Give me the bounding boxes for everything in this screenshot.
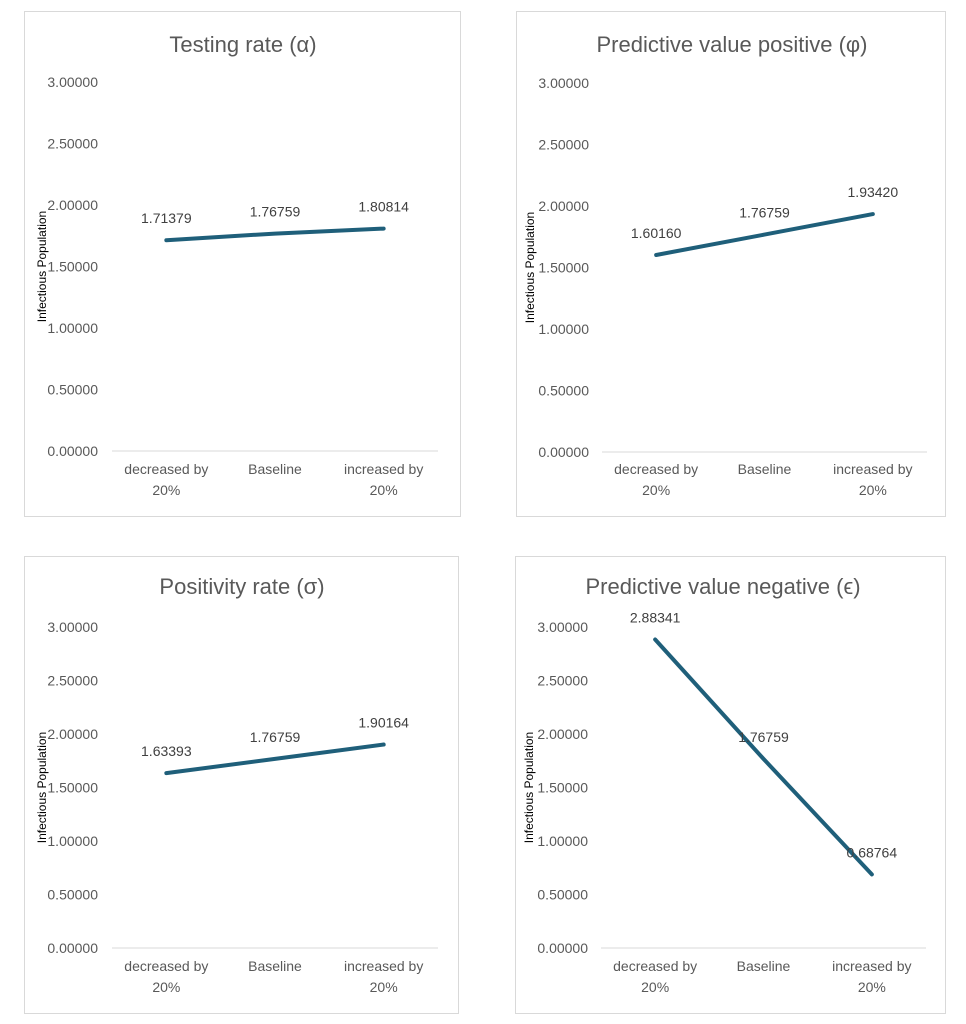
- series-line: [654, 212, 875, 258]
- data-label: 1.76759: [250, 204, 301, 220]
- x-category-label: decreased by 20%: [614, 461, 698, 498]
- x-category-label: decreased by 20%: [613, 958, 697, 995]
- y-axis-label: Infectious Population: [522, 732, 536, 843]
- y-tick-label: 2.50000: [538, 137, 589, 153]
- chart-title: Testing rate (α): [169, 32, 316, 57]
- y-tick-label: 1.00000: [47, 320, 98, 336]
- y-tick-label: 1.50000: [47, 259, 98, 275]
- x-category-label: increased by 20%: [344, 461, 423, 498]
- y-tick-label: 3.00000: [47, 74, 98, 90]
- y-tick-label: 2.50000: [537, 673, 588, 689]
- x-category-label: increased by 20%: [833, 461, 912, 498]
- chart-title: Positivity rate (σ): [159, 574, 324, 599]
- x-category-label: Baseline: [737, 958, 791, 974]
- x-category-label: decreased by 20%: [124, 958, 208, 995]
- y-tick-label: 1.00000: [538, 321, 589, 337]
- y-tick-label: 1.50000: [47, 780, 98, 796]
- y-tick-label: 0.00000: [538, 444, 589, 460]
- y-axis-label: Infectious Population: [35, 732, 49, 843]
- y-tick-label: 3.00000: [47, 619, 98, 635]
- chart-panel-1: Testing rate (α) Infectious Population 0.0…: [24, 11, 461, 517]
- y-tick-label: 0.00000: [537, 940, 588, 956]
- data-label: 1.76759: [250, 729, 301, 745]
- y-tick-label: 0.50000: [537, 887, 588, 903]
- y-tick-label: 0.00000: [47, 443, 98, 459]
- chart-svg-3: Positivity rate (σ) Infectious Population…: [35, 574, 438, 995]
- chart-title: Predictive value negative (ϵ): [585, 574, 860, 599]
- y-tick-label: 2.50000: [47, 136, 98, 152]
- x-category-label: Baseline: [248, 461, 302, 477]
- y-tick-label: 0.50000: [538, 383, 589, 399]
- chart-svg-4: Predictive value negative (ϵ) Infectious …: [522, 574, 926, 995]
- data-label: 1.60160: [631, 225, 682, 241]
- y-tick-label: 2.00000: [537, 726, 588, 742]
- data-label: 1.90164: [358, 715, 409, 731]
- chart-title: Predictive value positive (φ): [596, 32, 867, 57]
- chart-panel-3: Positivity rate (σ) Infectious Population…: [24, 556, 459, 1014]
- x-category-label: increased by 20%: [832, 958, 911, 995]
- x-category-label: Baseline: [248, 958, 302, 974]
- y-tick-label: 3.00000: [538, 75, 589, 91]
- y-tick-label: 2.00000: [47, 197, 98, 213]
- data-label: 1.71379: [141, 210, 192, 226]
- y-tick-label: 2.00000: [538, 198, 589, 214]
- x-category-label: decreased by 20%: [124, 461, 208, 498]
- series-line: [164, 226, 386, 243]
- chart-svg-1: Testing rate (α) Infectious Population 0.0…: [35, 32, 438, 498]
- y-tick-label: 2.50000: [47, 673, 98, 689]
- x-category-label: increased by 20%: [344, 958, 423, 995]
- y-tick-label: 2.00000: [47, 726, 98, 742]
- data-label: 1.80814: [358, 199, 409, 215]
- chart-panel-4: Predictive value negative (ϵ) Infectious …: [515, 556, 946, 1014]
- data-label: 1.76759: [738, 729, 789, 745]
- data-label: 1.76759: [739, 205, 790, 221]
- series-line: [653, 637, 874, 877]
- y-tick-label: 1.50000: [538, 260, 589, 276]
- y-tick-label: 3.00000: [537, 619, 588, 635]
- y-axis-label: Infectious Population: [35, 211, 49, 322]
- y-axis-label: Infectious Population: [523, 212, 537, 323]
- chart-svg-2: Predictive value positive (φ) Infectious …: [523, 32, 927, 498]
- chart-panel-2: Predictive value positive (φ) Infectious …: [516, 11, 946, 517]
- data-label: 1.63393: [141, 743, 192, 759]
- x-category-label: Baseline: [738, 461, 792, 477]
- data-label: 0.68764: [847, 844, 898, 860]
- data-label: 1.93420: [848, 184, 899, 200]
- y-tick-label: 0.00000: [47, 940, 98, 956]
- y-tick-label: 1.50000: [537, 780, 588, 796]
- series-line: [164, 742, 386, 776]
- y-tick-label: 0.50000: [47, 887, 98, 903]
- data-label: 2.88341: [630, 609, 681, 625]
- y-tick-label: 0.50000: [47, 382, 98, 398]
- y-tick-label: 1.00000: [47, 833, 98, 849]
- y-tick-label: 1.00000: [537, 833, 588, 849]
